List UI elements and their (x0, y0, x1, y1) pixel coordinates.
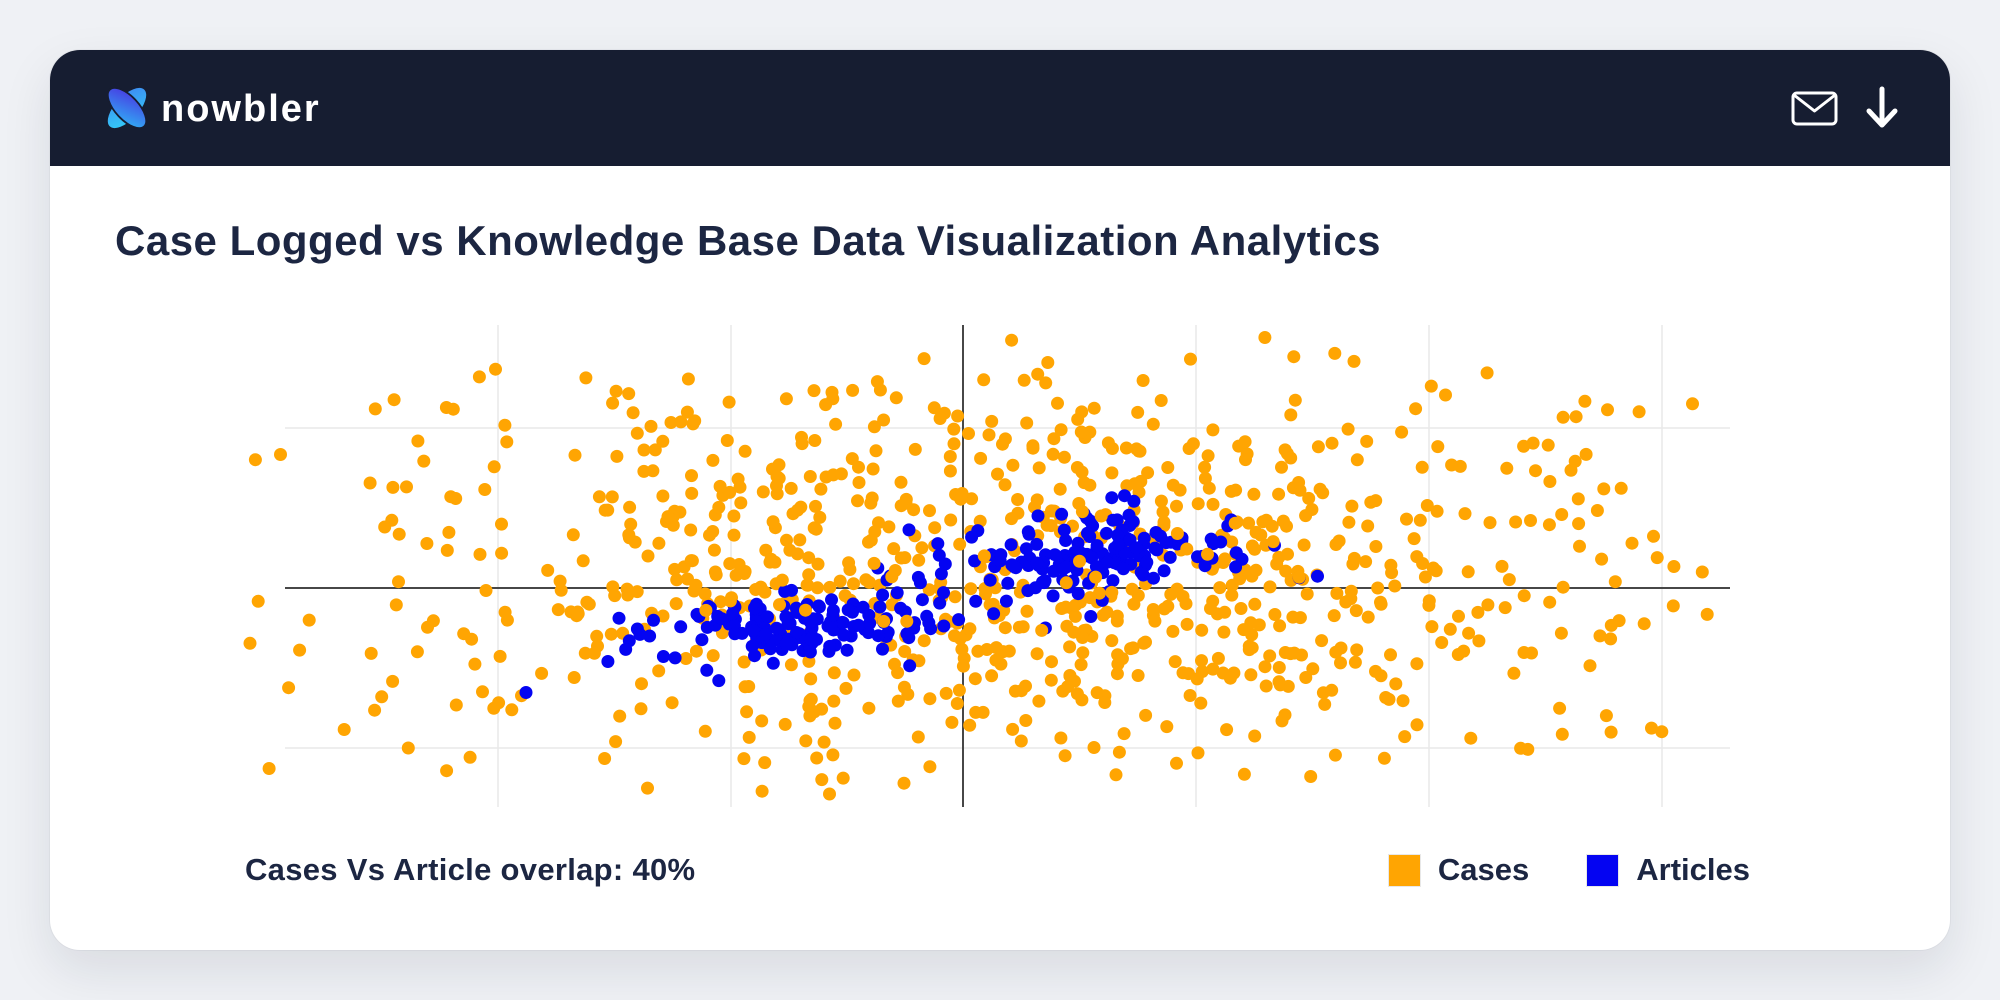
brand-logo[interactable]: nowbler (100, 81, 321, 135)
cases-swatch (1387, 853, 1421, 887)
cases-label: Cases (1437, 852, 1530, 887)
brand-text: nowbler (161, 87, 321, 130)
articles-label: Articles (1636, 852, 1750, 887)
scatter-plot (235, 325, 1730, 807)
download-icon[interactable] (1864, 85, 1900, 131)
legend-item-articles[interactable]: Articles (1586, 852, 1750, 888)
scatter-points (243, 331, 1714, 801)
chart-footer: Cases Vs Article overlap: 40% Cases Arti… (245, 848, 1750, 892)
navbar: nowbler (50, 50, 1950, 166)
navbar-actions (1791, 85, 1900, 131)
page-title: Case Logged vs Knowledge Base Data Visua… (115, 217, 1382, 264)
mail-icon[interactable] (1791, 91, 1838, 126)
articles-swatch (1586, 853, 1620, 887)
overlap-caption: Cases Vs Article overlap: 40% (245, 852, 696, 887)
app-card: nowbler Case Logged vs Knowledge Base Da… (50, 50, 1950, 950)
legend-item-cases[interactable]: Cases (1387, 852, 1530, 888)
knowbler-logo-icon (106, 87, 148, 129)
legend: Cases Articles (1387, 852, 1750, 888)
